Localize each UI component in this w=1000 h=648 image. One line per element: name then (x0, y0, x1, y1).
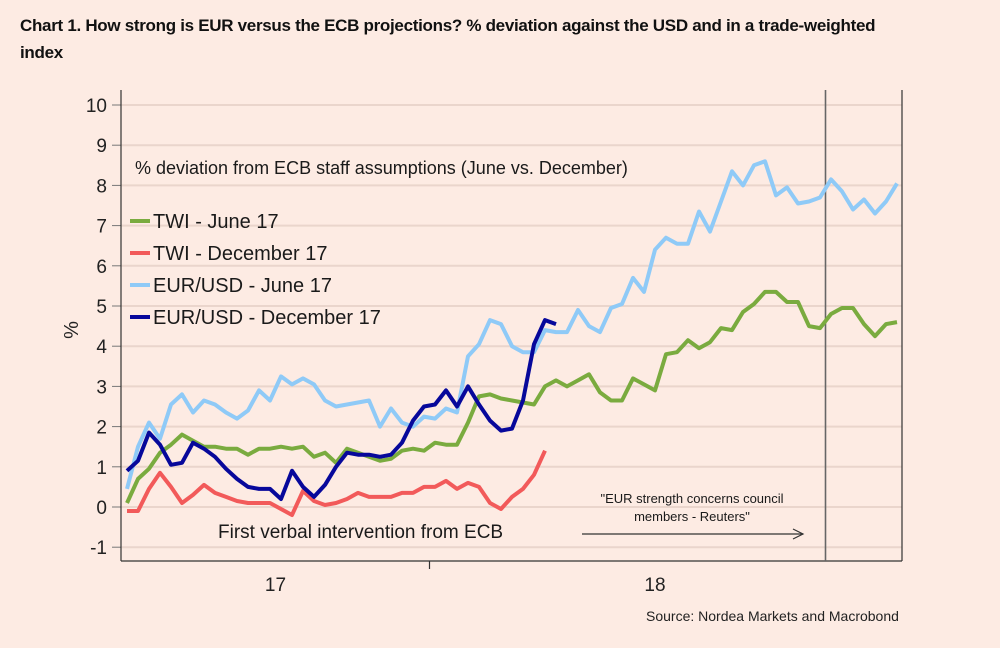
y-tick-label: 8 (96, 176, 107, 197)
chart-title: Chart 1. How strong is EUR versus the EC… (20, 16, 876, 62)
y-tick-label: 9 (96, 136, 107, 157)
y-tick-label: 7 (96, 217, 107, 238)
series-line-eur-usd-december-17 (125, 318, 557, 501)
annotation-first-intervention: First verbal intervention from ECB (218, 522, 503, 543)
x-axis-ticks: 17 18 (265, 575, 666, 596)
legend-label: TWI - December 17 (153, 243, 327, 265)
series-line-twi-june-17 (125, 289, 898, 504)
annotation-arrow-head (792, 528, 805, 540)
legend-label: TWI - June 17 (153, 211, 279, 233)
y-tick-label: 5 (96, 297, 107, 318)
y-tick-label: 2 (96, 418, 107, 439)
series-line-twi-december-17 (127, 449, 547, 517)
y-tick-label: 10 (86, 96, 107, 117)
y-tick-label: 0 (96, 498, 107, 519)
y-axis-label: % (61, 321, 83, 339)
y-tick-label: -1 (90, 538, 107, 559)
y-tick-label: 1 (96, 458, 107, 479)
series-lines (125, 159, 899, 517)
legend-label: EUR/USD - December 17 (153, 307, 381, 329)
chart-subtitle: % deviation from ECB staff assumptions (… (135, 158, 628, 178)
annotation-reuters-line: members - Reuters" (634, 509, 750, 524)
source-note: Source: Nordea Markets and Macrobond (646, 608, 899, 624)
legend: TWI - June 17 TWI - December 17 EUR/USD - … (130, 211, 381, 329)
y-tick-label: 4 (96, 337, 107, 358)
annotation-reuters-line: "EUR strength concerns council (600, 491, 783, 506)
series-line-eur-usd-june-17 (125, 159, 899, 490)
x-tick-label: 18 (644, 575, 665, 596)
annotation-reuters: "EUR strength concerns council members - … (600, 491, 783, 524)
gridlines (121, 104, 902, 549)
x-tick-label: 17 (265, 575, 286, 596)
y-tick-label: 3 (96, 377, 107, 398)
legend-label: EUR/USD - June 17 (153, 275, 332, 297)
y-tick-label: 6 (96, 257, 107, 278)
